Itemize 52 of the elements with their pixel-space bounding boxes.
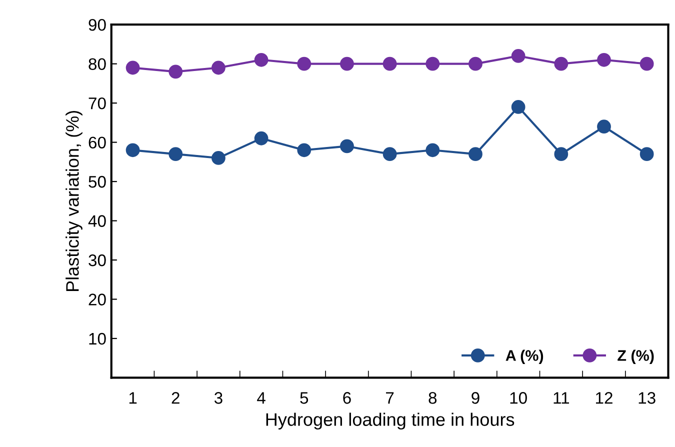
point [212, 60, 226, 75]
x-tick-label: 9 [472, 392, 480, 404]
y-tick-label: 90 [88, 18, 106, 31]
point [554, 56, 568, 71]
point [254, 52, 268, 67]
point [340, 139, 354, 154]
x-tick-label: 1 [129, 392, 137, 404]
point [126, 143, 140, 158]
x-axis-title: Hydrogen loading time in hours [266, 412, 514, 430]
point [468, 56, 482, 71]
legend-label: Z (%) [618, 350, 654, 364]
x-tick-label: 12 [596, 392, 612, 404]
point [340, 56, 354, 71]
x-tick-label: 4 [257, 392, 266, 404]
x-tick-label: 7 [386, 392, 394, 404]
point [126, 60, 140, 75]
point [554, 147, 568, 162]
point [468, 147, 482, 162]
point [640, 56, 654, 71]
y-tick-label: 30 [88, 254, 106, 266]
point [297, 56, 312, 71]
y-tick-label: 80 [88, 58, 106, 70]
x-tick-label: 6 [343, 392, 351, 404]
point [212, 151, 226, 165]
point [511, 100, 526, 114]
y-tick-label: 70 [88, 97, 106, 110]
point [426, 56, 440, 71]
legend-label: A (%) [506, 350, 544, 364]
point [511, 49, 526, 63]
x-tick-label: 2 [172, 392, 180, 404]
point [382, 147, 397, 162]
point [254, 131, 268, 146]
point [168, 147, 183, 162]
y-tick-label: 20 [88, 294, 106, 306]
y-tick-label: 10 [89, 332, 106, 345]
y-tick-label: 50 [88, 176, 106, 188]
point [297, 143, 312, 158]
x-tick-label: 3 [214, 392, 222, 404]
point [640, 147, 654, 162]
x-tick-label: 5 [300, 392, 308, 404]
x-tick-label: 11 [554, 392, 569, 404]
y-tick-label: 40 [88, 215, 106, 227]
point [168, 64, 183, 79]
x-tick-label: 8 [428, 392, 437, 404]
x-tick-label: 13 [638, 392, 656, 404]
x-tick-label: 10 [510, 392, 527, 404]
point [382, 56, 397, 71]
y-tick-label: 60 [88, 136, 106, 148]
y-axis-title: Plasticity variation, (%) [66, 110, 82, 291]
point [426, 143, 440, 158]
point [597, 52, 611, 67]
point [597, 120, 611, 134]
